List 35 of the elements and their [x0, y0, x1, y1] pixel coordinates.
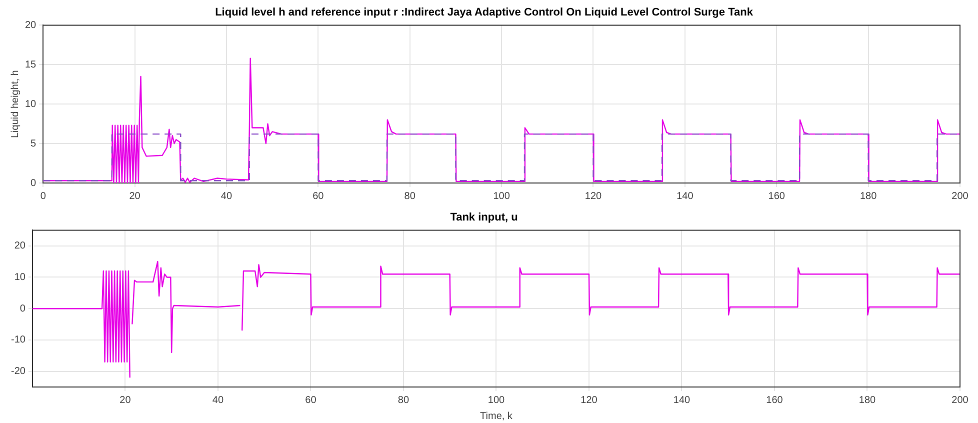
y-tick-label: -10 — [11, 334, 26, 346]
x-tick-label: 140 — [673, 394, 691, 406]
x-tick-label: 0 — [40, 190, 46, 202]
x-tick-label: 80 — [398, 394, 410, 406]
x-tick-label: 120 — [580, 394, 598, 406]
x-tick-label: 60 — [312, 190, 324, 202]
x-tick-label: 40 — [220, 190, 232, 202]
y-tick-label: -20 — [11, 366, 26, 378]
x-tick-label: 140 — [676, 190, 694, 202]
x-tick-label: 100 — [493, 190, 510, 202]
y-tick-label: 10 — [14, 272, 26, 283]
y-tick-label: 0 — [20, 303, 26, 314]
x-tick-label: 200 — [952, 190, 969, 202]
chart-title: Liquid level h and reference input r :Indirect Jaya Adaptive Control On Liquid Level Control Surge Tank — [215, 6, 754, 19]
x-tick-label: 80 — [404, 190, 416, 202]
x-tick-label: 120 — [584, 190, 602, 202]
x-tick-label: 40 — [212, 394, 224, 406]
x-tick-label: 160 — [768, 190, 786, 202]
y-tick-label: 10 — [25, 98, 37, 110]
x-tick-label: 180 — [860, 190, 878, 202]
x-tick-label: 20 — [129, 190, 141, 202]
x-tick-label: 200 — [952, 394, 969, 406]
y-tick-label: 20 — [14, 240, 26, 252]
y-tick-label: 0 — [30, 178, 37, 189]
x-tick-label: 180 — [858, 394, 876, 406]
y-tick-label: 5 — [30, 138, 37, 150]
x-tick-label: 100 — [488, 394, 506, 406]
y-tick-label: 20 — [25, 20, 37, 31]
x-axis-title: Time, k — [480, 410, 514, 422]
y-axis-title: Liquid height, h — [10, 70, 21, 138]
chart-title: Tank input, u — [450, 212, 518, 224]
y-tick-label: 15 — [25, 59, 37, 70]
x-tick-label: 60 — [305, 394, 317, 406]
x-tick-label: 20 — [120, 394, 132, 406]
x-tick-label: 160 — [766, 394, 784, 406]
